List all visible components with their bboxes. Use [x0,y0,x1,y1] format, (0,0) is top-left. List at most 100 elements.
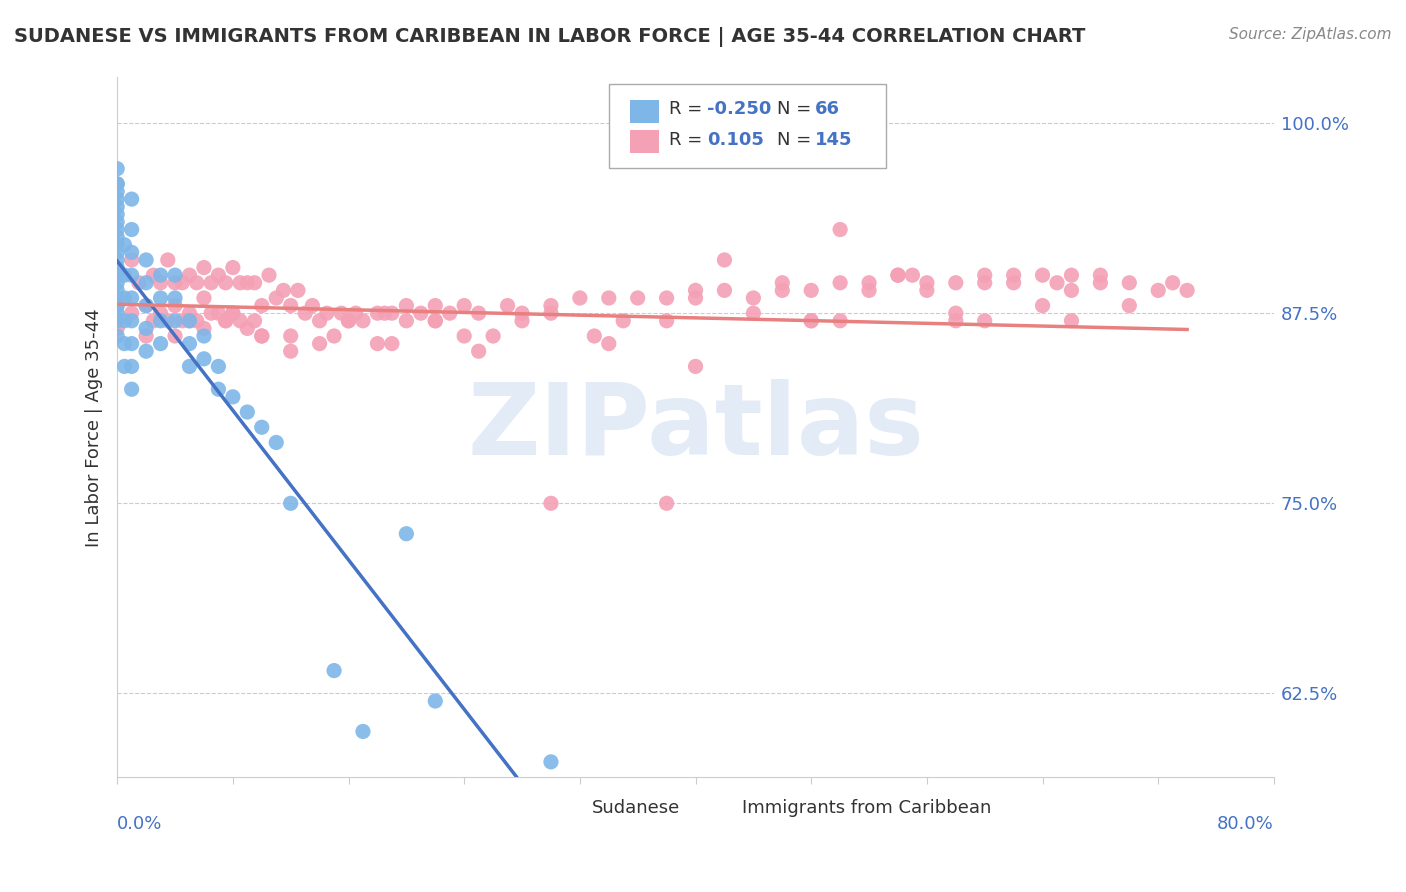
Point [149,306,172,320]
Point [121,359,143,374]
Point [149,268,172,282]
Point [344,306,367,320]
Point [149,336,172,351]
Point [800,284,823,298]
Point [250,299,273,313]
Point [243,314,266,328]
Point [713,252,735,267]
Point [105,291,128,305]
Point [236,405,259,419]
Point [568,291,591,305]
Point [280,329,302,343]
Point [105,276,128,290]
Point [121,245,143,260]
Point [973,268,995,282]
Point [467,344,489,359]
Point [105,207,128,221]
Point [770,276,793,290]
Point [149,314,172,328]
Point [330,306,353,320]
Point [685,291,707,305]
Point [901,268,924,282]
Text: 0.105: 0.105 [707,131,763,149]
Point [945,276,967,290]
Point [887,268,910,282]
Point [1002,276,1025,290]
Point [612,314,634,328]
Text: Sudanese: Sudanese [592,799,679,817]
Point [156,314,179,328]
Point [105,284,128,298]
Text: SUDANESE VS IMMIGRANTS FROM CARIBBEAN IN LABOR FORCE | AGE 35-44 CORRELATION CHA: SUDANESE VS IMMIGRANTS FROM CARIBBEAN IN… [14,27,1085,46]
Point [112,268,135,282]
Point [105,268,128,282]
Text: R =: R = [669,100,709,118]
Point [112,291,135,305]
Point [439,306,461,320]
Point [308,314,330,328]
Point [193,351,215,366]
Point [742,291,765,305]
Point [105,222,128,236]
Point [1090,268,1112,282]
Point [179,306,201,320]
Point [742,306,765,320]
Point [128,276,150,290]
Point [655,314,678,328]
Point [121,336,143,351]
Point [381,306,404,320]
Point [496,299,519,313]
Point [337,314,360,328]
Point [280,299,302,313]
Point [830,314,852,328]
Point [135,252,157,267]
Point [858,284,880,298]
Point [770,284,793,298]
Point [214,276,236,290]
Point [945,306,967,320]
Point [105,260,128,275]
Point [193,329,215,343]
Point [207,268,229,282]
Point [973,276,995,290]
Point [308,336,330,351]
Point [915,276,938,290]
Point [121,306,143,320]
Point [482,329,505,343]
Point [598,336,620,351]
Point [135,329,157,343]
Point [395,526,418,541]
Point [323,664,346,678]
Point [193,291,215,305]
Point [655,291,678,305]
Point [655,496,678,510]
Point [280,344,302,359]
Point [193,260,215,275]
Point [135,299,157,313]
Point [193,321,215,335]
Point [264,435,287,450]
Text: -0.250: -0.250 [707,100,772,118]
Text: 66: 66 [814,100,839,118]
Point [163,329,186,343]
Point [1060,314,1083,328]
Point [105,329,128,343]
Text: Source: ZipAtlas.com: Source: ZipAtlas.com [1229,27,1392,42]
Point [627,291,650,305]
Point [366,336,388,351]
Point [105,161,128,176]
Point [105,215,128,229]
Point [250,329,273,343]
Point [352,314,374,328]
Point [112,336,135,351]
Point [425,314,447,328]
Point [945,314,967,328]
Point [121,268,143,282]
Point [222,306,245,320]
Point [121,291,143,305]
Point [112,359,135,374]
Point [1031,299,1053,313]
Point [105,245,128,260]
Point [425,299,447,313]
Point [1147,284,1170,298]
